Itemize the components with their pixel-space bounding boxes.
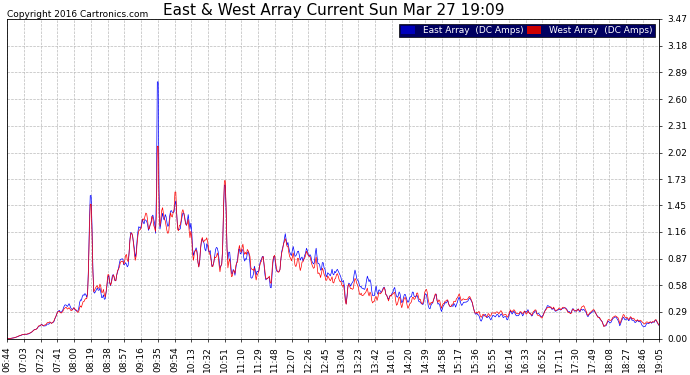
Line: West Array  (DC Amps): West Array (DC Amps) [8,146,660,339]
West Array  (DC Amps) [43,320,52,325]
West Array  (DC Amps) [656,323,664,328]
West Array  (DC Amps) [3,336,12,341]
West Array  (DC Amps) [262,276,270,281]
West Array  (DC Amps) [153,144,161,148]
West Array  (DC Amps) [217,264,225,268]
East Array  (DC Amps) [155,188,164,192]
East Array  (DC Amps) [262,278,270,282]
West Array  (DC Amps) [524,309,532,313]
Legend: East Array  (DC Amps), West Array  (DC Amps): East Array (DC Amps), West Array (DC Amp… [399,24,655,37]
East Array  (DC Amps) [3,336,12,341]
East Array  (DC Amps) [656,323,664,328]
Text: Copyright 2016 Cartronics.com: Copyright 2016 Cartronics.com [8,10,148,19]
East Array  (DC Amps) [69,306,77,310]
East Array  (DC Amps) [153,80,161,84]
East Array  (DC Amps) [524,308,532,312]
Title: East & West Array Current Sun Mar 27 19:09: East & West Array Current Sun Mar 27 19:… [163,3,504,18]
Line: East Array  (DC Amps): East Array (DC Amps) [8,82,660,339]
West Array  (DC Amps) [155,210,164,215]
East Array  (DC Amps) [43,322,52,326]
East Array  (DC Amps) [217,264,225,268]
West Array  (DC Amps) [69,306,77,310]
